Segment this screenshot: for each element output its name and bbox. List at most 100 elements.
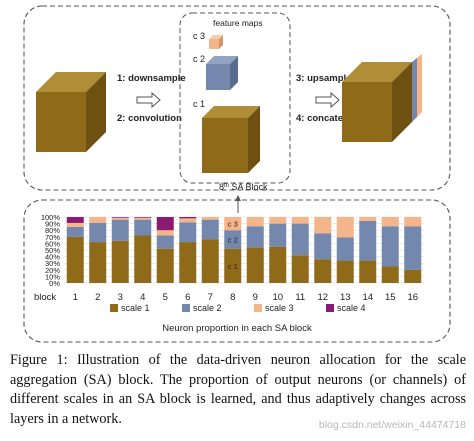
input-cube bbox=[36, 72, 106, 152]
bar-segment bbox=[381, 226, 399, 267]
legend-label: scale 1 bbox=[121, 303, 150, 313]
bar-segment bbox=[336, 237, 354, 261]
bar-segment bbox=[134, 219, 152, 236]
bar-segment bbox=[359, 217, 377, 221]
x-tick-label: 10 bbox=[272, 292, 283, 303]
bar-segment bbox=[66, 222, 84, 227]
bar-segment bbox=[179, 217, 197, 219]
bar-segment bbox=[66, 217, 84, 223]
y-tick-label: 70% bbox=[45, 233, 60, 242]
bar-segment bbox=[179, 222, 197, 243]
bar-segment bbox=[291, 255, 309, 283]
bar-segment bbox=[404, 269, 422, 283]
bar-segment bbox=[89, 222, 107, 243]
bar-segment bbox=[246, 247, 264, 283]
y-tick-label: 10% bbox=[45, 272, 60, 281]
y-tick-label: 90% bbox=[45, 220, 60, 229]
bar-segment bbox=[224, 230, 242, 249]
x-tick-label: 4 bbox=[140, 292, 145, 303]
watermark: blog.csdn.net/weixin_44474718 bbox=[318, 419, 466, 431]
figure: 1: downsample 2: convolution feature map… bbox=[23, 5, 451, 343]
bar-segment bbox=[404, 226, 422, 270]
x-tick-label: 13 bbox=[340, 292, 351, 303]
step-convolution-label: 2: convolution bbox=[117, 113, 182, 124]
block-8-scale-label: c 2 bbox=[228, 235, 238, 244]
y-tick-label: 100% bbox=[41, 213, 61, 222]
legend-label: scale 2 bbox=[193, 303, 222, 313]
legend-swatch bbox=[326, 304, 334, 312]
bar-segment bbox=[269, 246, 287, 283]
caption-label: Figure 1: bbox=[10, 352, 68, 368]
x-tick-label: 7 bbox=[208, 292, 213, 303]
bar-segment bbox=[179, 242, 197, 283]
bar-segment bbox=[314, 259, 332, 283]
legend-swatch bbox=[182, 304, 190, 312]
bar-segment bbox=[179, 218, 197, 223]
x-tick-label: 9 bbox=[253, 292, 258, 303]
x-tick-label: 3 bbox=[118, 292, 123, 303]
legend-label: scale 3 bbox=[265, 303, 294, 313]
bar-segment bbox=[111, 219, 129, 241]
bar-segment bbox=[381, 217, 399, 227]
bar-segment bbox=[111, 217, 129, 218]
bar-segment bbox=[201, 239, 219, 283]
x-tick-label: 8 bbox=[230, 292, 235, 303]
block-8-scale-label: c 1 bbox=[228, 262, 238, 271]
c2-label: c 2 bbox=[193, 54, 205, 64]
bar-segment bbox=[156, 217, 174, 231]
bar-segment bbox=[89, 242, 107, 283]
bar-segment bbox=[314, 217, 332, 234]
bar-segment bbox=[291, 223, 309, 256]
x-tick-label: 16 bbox=[407, 292, 418, 303]
feature-maps-label: feature maps bbox=[213, 18, 263, 28]
bar-segment bbox=[246, 217, 264, 227]
c1-label: c 1 bbox=[193, 99, 205, 109]
c3-label: c 3 bbox=[193, 31, 205, 41]
block-8-scale-label: c 3 bbox=[228, 220, 238, 229]
feature-map-c3 bbox=[209, 35, 223, 49]
bar-segment bbox=[89, 217, 107, 223]
x-tick-label: 1 bbox=[73, 292, 78, 303]
sa-block-title: 8th SA Block bbox=[219, 182, 268, 192]
figure-caption: Figure 1: Illustration of the data-drive… bbox=[10, 351, 466, 429]
x-tick-label: 14 bbox=[362, 292, 373, 303]
bar-segment bbox=[246, 226, 264, 248]
bar-segment bbox=[156, 235, 174, 249]
legend-swatch bbox=[110, 304, 118, 312]
y-tick-label: 40% bbox=[45, 253, 60, 262]
bar-segment bbox=[269, 217, 287, 224]
x-tick-label: 11 bbox=[295, 292, 305, 303]
y-tick-label: 60% bbox=[45, 239, 60, 248]
feature-maps-frame bbox=[179, 12, 291, 184]
bar-segment bbox=[156, 248, 174, 283]
x-tick-label: 2 bbox=[95, 292, 100, 303]
bar-segment bbox=[134, 217, 152, 220]
bar-segment bbox=[224, 248, 242, 283]
x-tick-label: 5 bbox=[163, 292, 168, 303]
x-tick-label: 15 bbox=[385, 292, 396, 303]
bar-segment bbox=[134, 235, 152, 283]
y-tick-label: 50% bbox=[45, 246, 60, 255]
chart-title: Neuron proportion in each SA block bbox=[162, 323, 312, 334]
caption-text: Illustration of the data-driven neuron a… bbox=[10, 352, 466, 427]
output-cube bbox=[342, 54, 422, 142]
legend-label: scale 4 bbox=[337, 303, 366, 313]
bar-segment bbox=[134, 217, 152, 218]
x-tick-label: 12 bbox=[317, 292, 328, 303]
bar-segment bbox=[201, 217, 219, 220]
x-axis-label: block bbox=[34, 292, 56, 303]
bar-segment bbox=[156, 230, 174, 236]
stacked-bar-chart: 0%10%20%30%40%50%60%70%80%90%100%1 2 3 4 5 6 7… bbox=[34, 213, 424, 334]
bar-segment bbox=[111, 240, 129, 283]
diagram-frame bbox=[23, 5, 451, 191]
bar-segment bbox=[224, 217, 242, 231]
bar-segment bbox=[336, 217, 354, 238]
right-arrow-icon bbox=[315, 91, 340, 109]
step-concatenate-label: 4: concatenate bbox=[296, 113, 363, 124]
feature-map-c2 bbox=[206, 56, 238, 90]
y-tick-label: 20% bbox=[45, 266, 60, 275]
feature-map-c1 bbox=[202, 106, 260, 173]
y-tick-label: 30% bbox=[45, 259, 60, 268]
bar-segment bbox=[359, 220, 377, 261]
bar-segment bbox=[291, 217, 309, 224]
